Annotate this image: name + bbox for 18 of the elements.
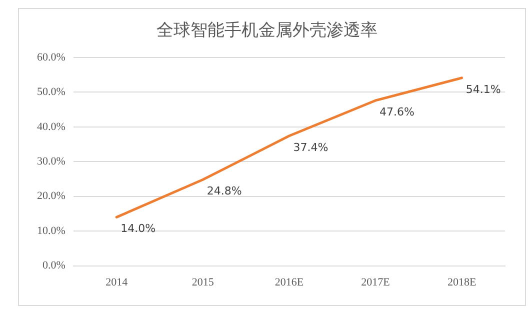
x-tick-label: 2017E	[361, 276, 390, 288]
y-tick-label: 0.0%	[42, 260, 66, 272]
x-tick-label: 2015	[192, 276, 214, 288]
data-label: 47.6%	[380, 105, 414, 118]
data-label: 14.0%	[120, 222, 156, 236]
data-label: 24.8%	[206, 184, 242, 198]
y-tick-label: 40.0%	[36, 120, 66, 133]
x-tick-label: 2018E	[447, 276, 476, 288]
y-tick-label: 30.0%	[36, 155, 66, 168]
y-tick-label: 60.0%	[36, 51, 66, 64]
chart-title: 全球智能手机金属外壳渗透率	[156, 20, 378, 41]
data-label: 37.4%	[293, 140, 328, 154]
y-tick-label: 50.0%	[36, 86, 66, 98]
y-tick-label: 10.0%	[36, 224, 66, 237]
x-tick-label: 2014	[106, 276, 128, 288]
data-label: 54.1%	[466, 82, 501, 96]
y-tick-label: 20.0%	[36, 190, 66, 202]
x-tick-label: 2016E	[274, 276, 304, 288]
